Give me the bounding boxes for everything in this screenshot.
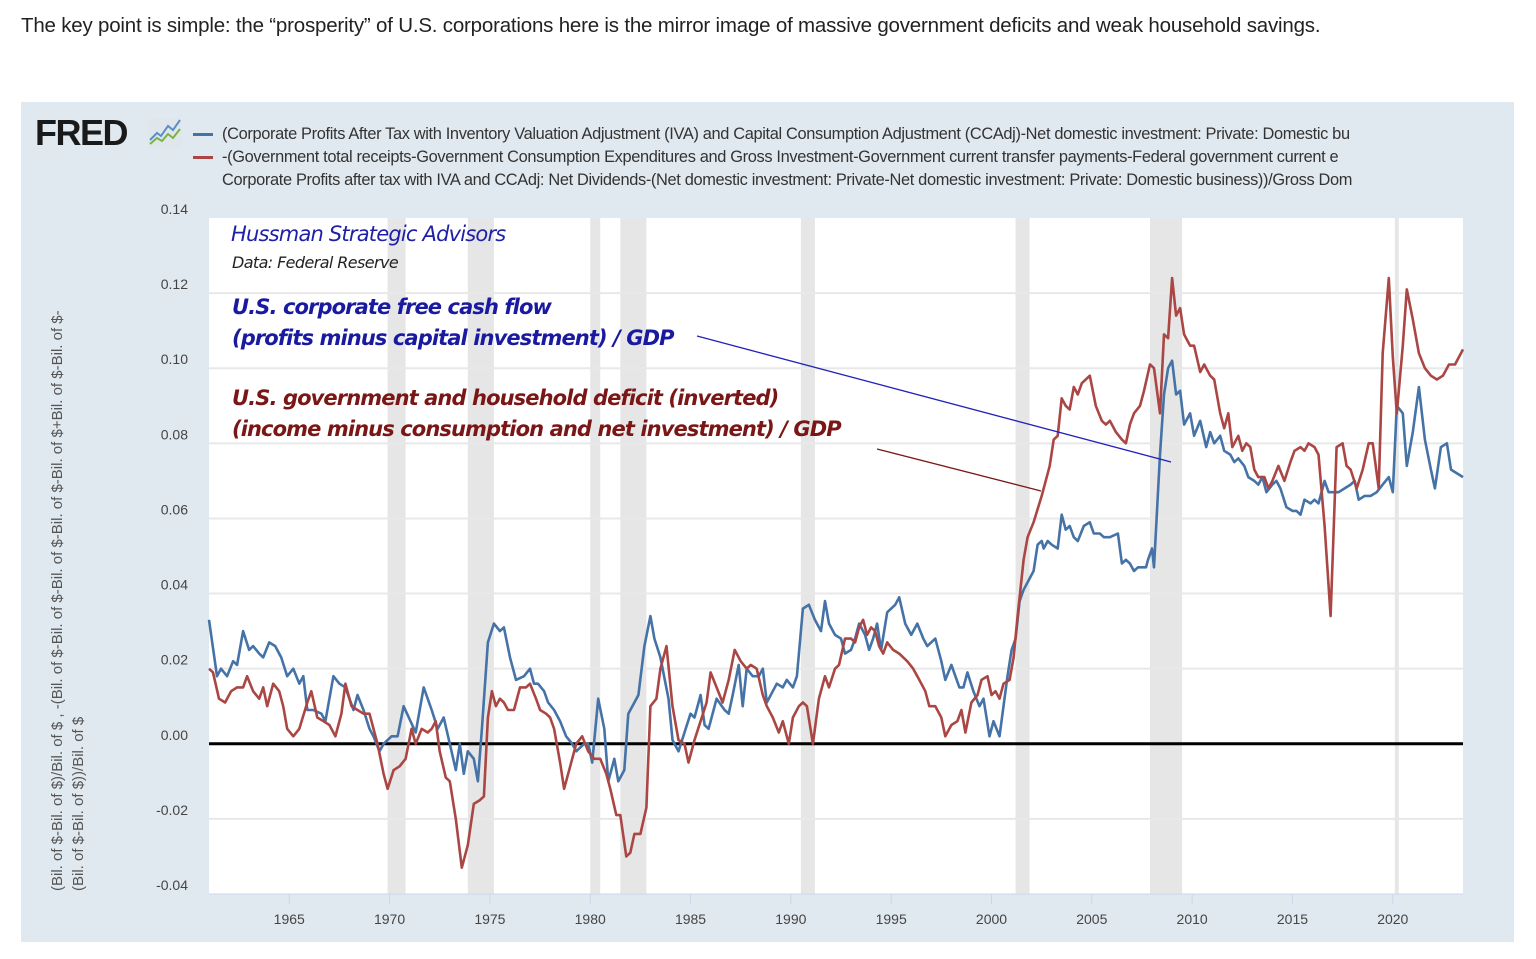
annotations: Hussman Strategic Advisors Data: Federal… — [231, 222, 1172, 492]
intro-paragraph: The key point is simple: the “prosperity… — [21, 14, 1321, 37]
legend-label: Corporate Profits after tax with IVA and… — [222, 171, 1353, 189]
chart-legend: (Corporate Profits After Tax with Invent… — [193, 123, 1493, 192]
x-tick-label: 1990 — [775, 911, 806, 927]
y-axis: 0.14 0.12 0.10 0.08 0.06 0.04 0.02 0.00 -0.02 -0.… — [156, 201, 188, 893]
recession-band — [800, 218, 815, 894]
annotation-red-line1: U.S. government and household deficit (i… — [232, 386, 778, 410]
legend-swatch-red — [193, 156, 213, 159]
fred-logo[interactable]: FRED — [35, 112, 129, 153]
y-tick-label: -0.04 — [156, 877, 188, 893]
annotation-source: Data: Federal Reserve — [232, 253, 399, 272]
y-tick-label: 0.04 — [161, 577, 188, 593]
annotation-pointer-blue — [696, 335, 1172, 463]
line-chart-icon — [148, 118, 182, 148]
y-tick-label: 0.12 — [161, 276, 188, 292]
x-tick-label: 1980 — [575, 911, 606, 927]
series-line-corporate-free-cash-flow[interactable] — [207, 359, 1464, 783]
recession-band — [620, 218, 647, 894]
annotation-blue-line2: (profits minus capital investment) / GDP — [232, 326, 675, 350]
annotation-brand: Hussman Strategic Advisors — [231, 222, 506, 246]
y-tick-label: 0.14 — [161, 201, 188, 217]
recession-bands — [387, 218, 1399, 894]
series-lines — [207, 276, 1465, 870]
x-tick-label: 1985 — [675, 911, 706, 927]
legend-swatch-blue — [193, 133, 213, 136]
x-tick-label: 2020 — [1377, 911, 1408, 927]
x-tick-label: 1975 — [474, 911, 505, 927]
recession-band — [387, 218, 406, 894]
y-tick-label: 0.08 — [161, 426, 188, 442]
annotation-blue-line1: U.S. corporate free cash flow — [232, 295, 552, 319]
legend-item-blue[interactable]: (Corporate Profits After Tax with Invent… — [193, 123, 1493, 146]
recession-band — [467, 218, 494, 894]
plot-area — [209, 218, 1463, 894]
x-tick-label: 2005 — [1076, 911, 1107, 927]
x-axis: 1965 1970 1975 1980 1985 1990 1995 2000 2005 2010… — [209, 893, 1463, 927]
annotation-red-line2: (income minus consumption and net invest… — [232, 417, 842, 441]
legend-label: -(Government total receipts-Government C… — [222, 148, 1339, 166]
x-tick-label: 1995 — [876, 911, 907, 927]
legend-label: (Corporate Profits After Tax with Invent… — [222, 125, 1350, 143]
annotation-pointer-red — [876, 448, 1042, 492]
y-tick-label: -0.02 — [156, 802, 188, 818]
recession-band — [1394, 218, 1399, 894]
series-line-government-household-deficit[interactable] — [208, 276, 1465, 870]
x-tick-label: 2010 — [1177, 911, 1208, 927]
recession-band — [1015, 218, 1030, 894]
recession-band — [590, 218, 601, 894]
x-tick-label: 2000 — [976, 911, 1007, 927]
y-tick-label: 0.10 — [161, 351, 188, 367]
y-tick-label: 0.00 — [161, 727, 188, 743]
x-tick-label: 2015 — [1277, 911, 1308, 927]
x-tick-label: 1965 — [274, 911, 305, 927]
legend-item-red-continuation: Corporate Profits after tax with IVA and… — [193, 169, 1493, 192]
x-tick-label: 1970 — [374, 911, 405, 927]
legend-item-red[interactable]: -(Government total receipts-Government C… — [193, 146, 1493, 169]
y-tick-label: 0.02 — [161, 652, 188, 668]
y-tick-label: 0.06 — [161, 501, 188, 517]
